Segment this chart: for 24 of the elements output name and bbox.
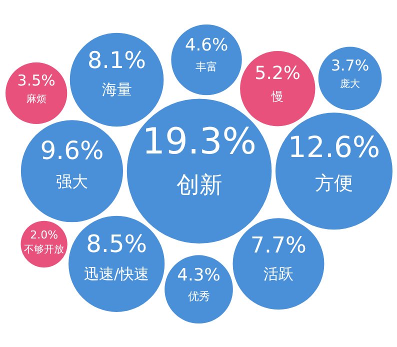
category-label: 庞大	[340, 78, 360, 90]
data-label: 5.2%	[254, 63, 301, 84]
category-label: 创新	[176, 172, 222, 199]
category-label: 活跃	[264, 264, 294, 283]
category-label: 方便	[314, 172, 353, 194]
data-label: 3.5%	[17, 71, 56, 90]
category-label: 麻烦	[26, 92, 46, 105]
data-label: 4.3%	[177, 265, 220, 286]
data-label: 3.7%	[330, 56, 370, 75]
data-label: 2.0%	[30, 228, 58, 242]
category-label: 迅速/快速	[84, 264, 150, 283]
category-label: 海量	[102, 80, 132, 99]
data-label: 9.6%	[40, 136, 104, 166]
data-label: 12.6%	[288, 130, 380, 164]
category-label: 丰富	[196, 60, 218, 74]
data-label: 8.1%	[88, 48, 146, 74]
category-label: 优秀	[188, 290, 210, 304]
category-label: 慢	[270, 89, 284, 104]
data-label: 19.3%	[142, 121, 256, 162]
data-label: 4.6%	[184, 36, 228, 56]
data-label: 7.7%	[250, 233, 306, 258]
category-label: 强大	[56, 172, 88, 192]
category-label: 不够开放	[24, 244, 64, 256]
data-label: 8.5%	[86, 230, 148, 258]
